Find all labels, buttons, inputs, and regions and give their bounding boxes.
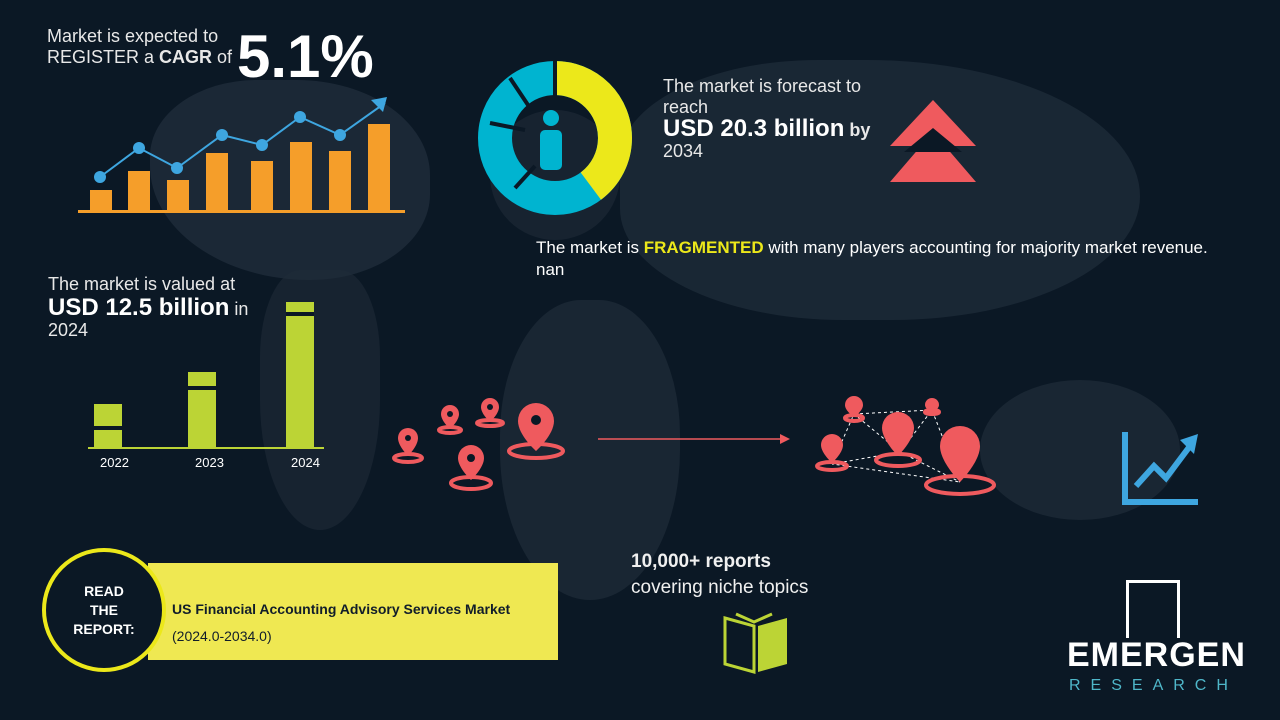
donut-icon (478, 58, 632, 215)
year-label: 2023 (195, 455, 224, 470)
valued-text: The market is valued at USD 12.5 billion… (48, 274, 249, 340)
logo-name: EMERGEN (1067, 636, 1246, 674)
market-size-bars (88, 302, 324, 449)
read-report-circle[interactable]: READ THE REPORT: (42, 548, 166, 672)
network-pins-icon (815, 396, 996, 496)
report-banner[interactable]: US Financial Accounting Advisory Service… (148, 563, 558, 660)
cagr-value: 5.1% (237, 23, 374, 90)
location-pins-icon (392, 398, 565, 491)
report-title[interactable]: US Financial Accounting Advisory Service… (172, 601, 511, 617)
book-icon (723, 612, 787, 674)
arrow-right-icon (598, 434, 790, 444)
year-label: 2022 (100, 455, 129, 470)
logo-sub: RESEARCH (1069, 677, 1238, 694)
forecast-text: The market is forecast to reach USD 20.3… (663, 76, 871, 161)
fragmented-text: The market is FRAGMENTED with many playe… (536, 238, 1208, 279)
double-chevron-up-icon (890, 100, 976, 182)
trend-up-icon (1122, 432, 1198, 505)
cagr-text: Market is expected to REGISTER a CAGR of (47, 26, 233, 67)
report-period: (2024.0-2034.0) (172, 628, 272, 644)
year-label: 2024 (291, 455, 320, 470)
logo-mark (1126, 580, 1180, 638)
growth-chart-icon (78, 97, 405, 213)
reports-text: 10,000+ reports covering niche topics (631, 551, 809, 598)
